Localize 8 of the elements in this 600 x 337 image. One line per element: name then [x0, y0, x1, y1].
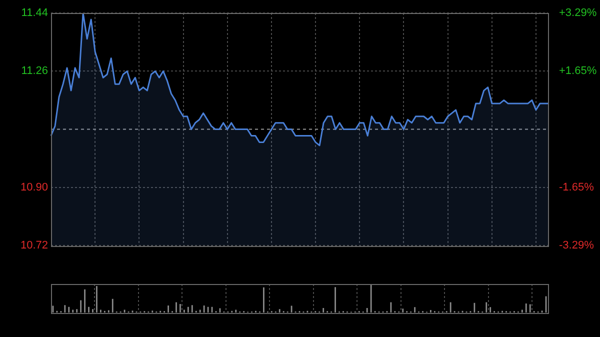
y2-tick-label: -1.65% [559, 182, 594, 194]
y-tick-label: 10.90 [20, 181, 48, 194]
y2-tick-label: -3.29% [559, 240, 594, 252]
y-tick-label: 11.26 [21, 65, 48, 78]
y2-tick-label: +1.65% [559, 65, 597, 78]
y-tick-label: 11.44 [21, 7, 48, 20]
y2-tick-label: +3.29% [559, 7, 597, 20]
y-tick-label: 10.72 [20, 240, 48, 252]
